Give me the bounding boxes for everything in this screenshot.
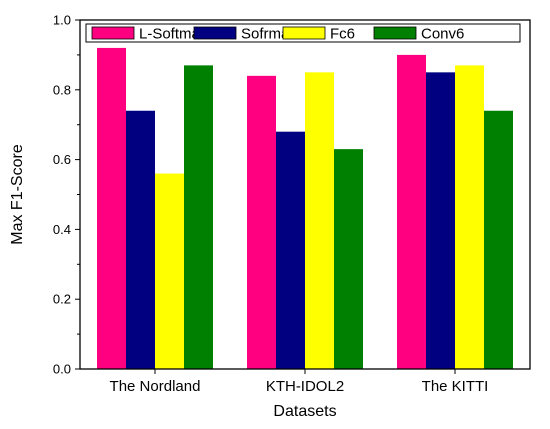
y-tick-label: 0.0 (53, 362, 71, 377)
bar-l-softmax-1 (97, 47, 126, 370)
legend-swatch-l-softmax (91, 26, 135, 40)
x-tick-label: KTH-IDOL2 (266, 378, 344, 395)
legend-label-conv6: Conv6 (421, 26, 464, 43)
y-tick-label: 0.2 (53, 292, 71, 307)
legend-swatch-fc6 (282, 26, 326, 40)
bar-conv6-1 (184, 65, 213, 370)
bar-sofrmax-2 (276, 131, 305, 369)
x-tick-label: The KITTI (422, 378, 489, 395)
y-tick-label: 1.0 (53, 13, 71, 28)
y-tick-label: 0.4 (53, 222, 71, 237)
y-axis-title: Max F1-Score (9, 144, 26, 245)
bar-fc6-3 (455, 65, 484, 370)
bar-l-softmax-3 (397, 54, 426, 370)
x-tick-label: The Nordland (110, 378, 201, 395)
y-tick-label: 0.8 (53, 82, 71, 97)
legend-label-fc6: Fc6 (330, 26, 355, 43)
bar-fc6-2 (305, 72, 334, 369)
bar-conv6-2 (334, 149, 363, 369)
bar-conv6-3 (484, 110, 513, 370)
bar-l-softmax-2 (247, 75, 276, 369)
x-axis-title: Datasets (273, 403, 336, 420)
legend-swatch-conv6 (373, 26, 417, 40)
legend: L-Softmax Sofrmax Fc6 Conv6 (85, 23, 521, 43)
bar-sofrmax-3 (426, 72, 455, 369)
y-tick-label: 0.6 (53, 152, 71, 167)
bar-sofrmax-1 (126, 110, 155, 370)
bar-fc6-1 (155, 173, 184, 369)
bars-layer (97, 47, 513, 370)
legend-label-l-softmax: L-Softmax (139, 26, 208, 43)
legend-swatch-sofrmax (193, 26, 237, 40)
axes-layer: The Nordland KTH-IDOL2 The KITTI 0.0 0.2 0.4 0… (53, 13, 531, 395)
